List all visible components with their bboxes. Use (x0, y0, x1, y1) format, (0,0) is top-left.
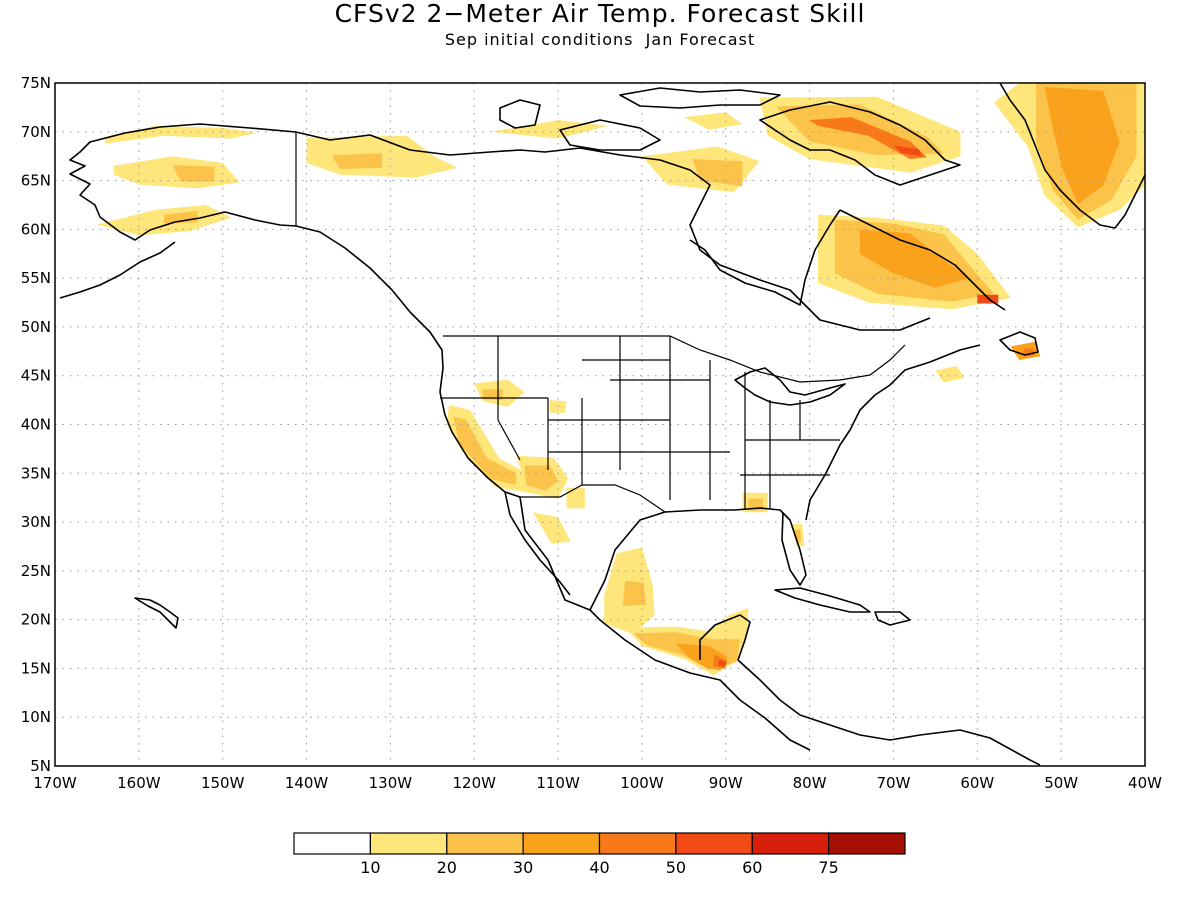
map-title: CFSv2 2−Meter Air Temp. Forecast Skill (335, 0, 866, 28)
coastlines (59, 82, 1146, 766)
skill-region-baffin-red (893, 145, 923, 157)
cuba (774, 587, 871, 613)
lat-tick-label: 75N (21, 74, 51, 92)
yucatan (699, 614, 751, 661)
lat-tick-label: 20N (21, 611, 51, 629)
skill-region-guatemala-red (718, 659, 727, 667)
lat-tick-label: 10N (21, 708, 51, 726)
lat-tick-label: 25N (21, 562, 51, 580)
legend-label: 30 (513, 858, 533, 877)
skill-region-greenland-inner (1044, 86, 1120, 204)
lon-tick-label: 40W (1128, 774, 1162, 792)
hudson-bay-coast (689, 209, 841, 306)
legend-swatch (522, 832, 601, 855)
skill-region-quebec-inner (859, 229, 969, 288)
lon-tick-label: 130W (369, 774, 413, 792)
great-lakes (734, 367, 846, 406)
legend-swatch (446, 832, 524, 855)
skill-region-labrador-red (977, 294, 999, 304)
lon-tick-label: 90W (709, 774, 743, 792)
labrador-coast (839, 209, 1006, 311)
lat-tick-label: 70N (21, 123, 51, 141)
legend-label: 60 (742, 858, 762, 877)
skill-region-yukon-core (331, 153, 382, 169)
skill-region-nunavut-core (692, 159, 743, 187)
baja-peninsula (504, 491, 571, 596)
lon-tick-label: 160W (117, 774, 161, 792)
hawaii-islands (134, 597, 179, 629)
lon-tick-label: 50W (1044, 774, 1078, 792)
skill-region-alaska-interior-core (172, 165, 215, 182)
lat-tick-label: 30N (21, 513, 51, 531)
map-subtitle: Sep initial conditions Jan Forecast (445, 30, 755, 49)
skill-region-california-core (453, 416, 517, 485)
lat-tick-label: 65N (21, 172, 51, 190)
lon-tick-label: 110W (536, 774, 580, 792)
skill-region-new-mexico (566, 487, 585, 509)
newfoundland-island (999, 331, 1039, 356)
us-canada-border (443, 335, 906, 383)
legend-label: 20 (437, 858, 457, 877)
color-legend: 10 20 30 40 50 60 75 (293, 832, 906, 877)
map-panel (54, 82, 1146, 767)
political-borders (295, 132, 906, 513)
legend-swatch (675, 832, 753, 855)
lat-tick-label: 60N (21, 220, 51, 238)
victoria-island (559, 119, 661, 151)
lat-tick-label: 45N (21, 367, 51, 385)
lat-tick-label: 35N (21, 464, 51, 482)
atlantic-coast (805, 344, 981, 521)
lat-tick-label: 50N (21, 318, 51, 336)
skill-region-arizona-core (524, 465, 559, 491)
ellesmere-islands (619, 87, 781, 109)
lon-tick-label: 80W (793, 774, 827, 792)
map-frame (54, 82, 1146, 767)
lat-tick-label: 15N (21, 659, 51, 677)
legend-swatch (293, 832, 372, 855)
legend-label: 40 (589, 858, 609, 877)
lat-tick-label: 55N (21, 269, 51, 287)
us-mexico-border (520, 484, 666, 513)
hispaniola (874, 611, 911, 626)
longitude-labels: 170W 160W 150W 140W 130W 120W 110W 100W 90W 80W 70… (33, 774, 1162, 792)
lat-tick-label: 40N (21, 416, 51, 434)
banks-island (499, 99, 541, 129)
legend-label: 75 (818, 858, 838, 877)
legend-swatch (751, 832, 830, 855)
central-america (737, 659, 1041, 766)
legend-swatch (827, 832, 906, 855)
legend-swatch (598, 832, 677, 855)
aleutian-chain (59, 241, 176, 299)
baffin-island (759, 101, 961, 186)
alaska-coast (69, 123, 297, 241)
skill-region-sonora (532, 512, 571, 544)
legend-label: 10 (360, 858, 380, 877)
skill-region-mexico-plateau-core (622, 580, 647, 606)
skill-region-nova-scotia (935, 366, 965, 383)
gulf-coast (589, 507, 807, 611)
graticule (55, 83, 1145, 766)
greenland-coast (999, 82, 1146, 229)
skill-region-foxe-basin (683, 112, 743, 130)
lat-tick-label: 5N (30, 757, 51, 775)
legend-swatch (369, 832, 448, 855)
lon-tick-label: 150W (201, 774, 245, 792)
lon-tick-label: 170W (33, 774, 77, 792)
lon-tick-label: 120W (452, 774, 496, 792)
latitude-labels: 75N 70N 65N 60N 55N 50N 45N 40N 35N 30N 25N 20N 15N 1… (21, 74, 51, 775)
lon-tick-label: 60W (960, 774, 994, 792)
lon-tick-label: 70W (877, 774, 911, 792)
us-state-lines (440, 336, 840, 510)
lon-tick-label: 140W (285, 774, 329, 792)
legend-label: 50 (666, 858, 686, 877)
canada-arctic-coast (295, 131, 931, 331)
lon-tick-label: 100W (620, 774, 664, 792)
